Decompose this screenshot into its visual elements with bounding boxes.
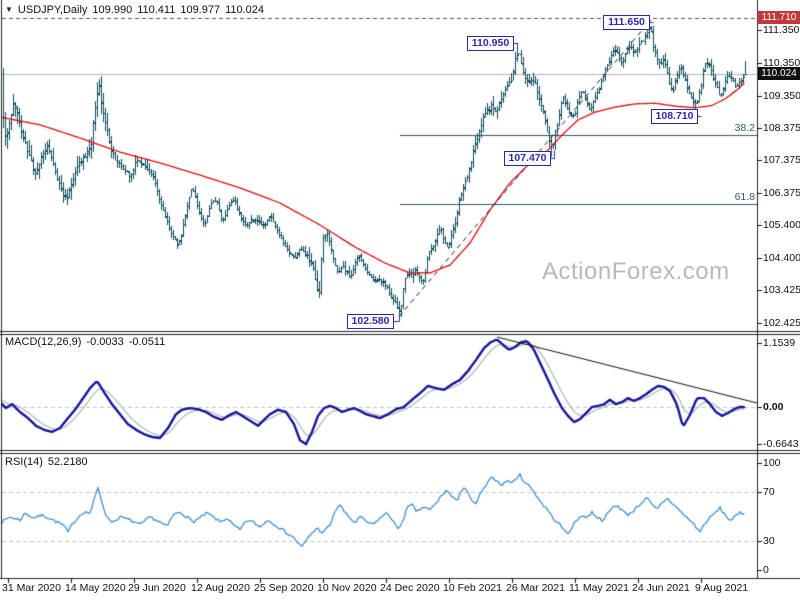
date-label: 24 Jun 2021 bbox=[632, 582, 690, 594]
date-label: 25 Sep 2020 bbox=[254, 582, 314, 594]
date-label: 31 Mar 2020 bbox=[2, 582, 61, 594]
date-label: 10 Nov 2020 bbox=[317, 582, 377, 594]
price-axis-label: 105.400 bbox=[763, 219, 800, 231]
macd-axis-label: -0.6643 bbox=[763, 438, 799, 450]
ohlc-close: 110.024 bbox=[225, 4, 265, 16]
date-label: 9 Aug 2021 bbox=[695, 582, 749, 594]
watermark: ActionForex.com bbox=[542, 258, 730, 285]
date-label: 26 Mar 2021 bbox=[506, 582, 565, 594]
ohlc-open: 109.990 bbox=[92, 4, 133, 16]
macd-title: MACD(12,26,9) bbox=[5, 336, 82, 348]
symbol-name: USDJPY,Daily bbox=[17, 4, 88, 16]
date-label: 29 Jun 2020 bbox=[128, 582, 186, 594]
price-annotation[interactable]: 110.950 bbox=[467, 36, 514, 51]
date-label: 14 May 2020 bbox=[65, 582, 126, 594]
price-axis-label: 110.350 bbox=[763, 57, 800, 69]
macd-axis-label: 1.1539 bbox=[763, 337, 796, 349]
rsi-title: RSI(14) bbox=[5, 456, 43, 468]
fib-level-label: 38.2 bbox=[734, 122, 755, 134]
price-annotation[interactable]: 111.650 bbox=[603, 15, 650, 30]
price-axis-label: 107.375 bbox=[763, 154, 800, 166]
rsi-axis-label: 30 bbox=[763, 535, 775, 547]
rsi-axis-label: 0 bbox=[763, 564, 769, 576]
date-label: 11 May 2021 bbox=[569, 582, 629, 594]
price-axis-label: 109.350 bbox=[763, 90, 800, 102]
price-axis-label: 111.350 bbox=[763, 24, 800, 36]
rsi-header: RSI(14) 52.2180 bbox=[5, 456, 88, 469]
rsi-value: 52.2180 bbox=[47, 456, 88, 468]
price-axis-label: 108.375 bbox=[763, 122, 800, 134]
macd-value-signal: -0.0511 bbox=[128, 336, 166, 348]
price-axis-badge: 111.710 bbox=[758, 11, 800, 24]
rsi-axis-label: 100 bbox=[763, 457, 781, 469]
macd-header: MACD(12,26,9) -0.0033 -0.0511 bbox=[5, 336, 165, 349]
macd-axis-label: 0.00 bbox=[763, 401, 784, 413]
symbol-header: ▼ USDJPY,Daily 109.990 110.411 109.977 110.02… bbox=[5, 3, 264, 17]
price-annotation[interactable]: 102.580 bbox=[347, 314, 394, 329]
price-axis-label: 102.425 bbox=[763, 317, 800, 329]
rsi-axis-label: 70 bbox=[763, 486, 775, 498]
ohlc-low: 109.977 bbox=[180, 4, 221, 16]
macd-value-main: -0.0033 bbox=[86, 336, 124, 348]
fib-level-label: 61.8 bbox=[734, 191, 755, 203]
symbol-dropdown-icon[interactable]: ▼ bbox=[5, 5, 13, 14]
price-axis-badge: 110.024 bbox=[758, 67, 800, 80]
date-label: 10 Feb 2021 bbox=[443, 582, 502, 594]
date-label: 24 Dec 2020 bbox=[380, 582, 440, 594]
date-label: 12 Aug 2020 bbox=[191, 582, 250, 594]
ohlc-high: 110.411 bbox=[137, 4, 176, 16]
price-axis-label: 103.425 bbox=[763, 284, 800, 296]
price-annotation[interactable]: 107.470 bbox=[504, 151, 551, 166]
price-axis-label: 106.375 bbox=[763, 187, 800, 199]
price-axis-label: 104.400 bbox=[763, 252, 800, 264]
price-annotation[interactable]: 108.710 bbox=[651, 109, 698, 124]
